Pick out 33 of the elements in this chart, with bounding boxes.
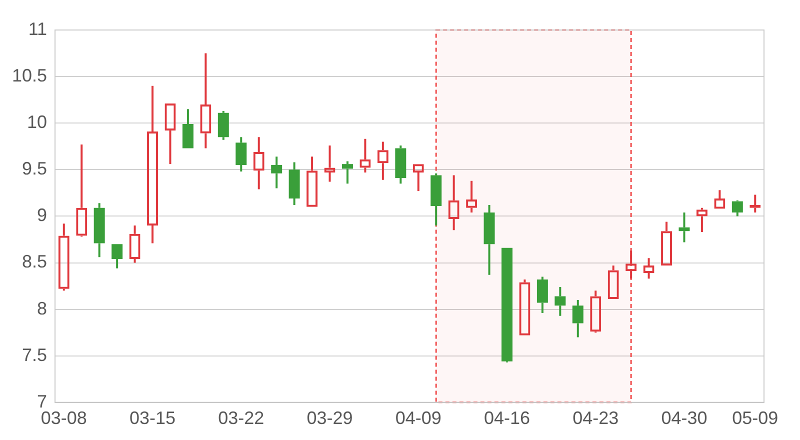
candlestick [218,110,229,141]
candlestick [236,136,247,173]
y-tick-label: 11 [28,18,48,39]
candlestick [288,161,300,206]
y-tick-label: 10.5 [12,66,48,86]
y-tick-label: 8 [37,298,48,318]
x-tick-label: 04-23 [572,408,619,428]
y-tick-label: 9 [37,205,48,226]
y-tick-label: 10 [27,112,48,132]
candlestick [678,211,690,244]
candlestick [572,298,584,338]
candlestick [94,202,105,258]
candlestick [732,199,743,218]
candlestick [554,286,566,317]
x-tick-label: 04-09 [395,408,442,428]
candlestick [182,108,194,148]
y-tick-label: 8.5 [22,252,48,272]
x-tick-label: 05-09 [732,408,778,428]
candlestick [342,160,353,185]
candlestick [112,244,123,270]
x-tick-label: 04-16 [484,408,530,428]
y-tick-label: 9.5 [22,158,48,179]
x-tick-label: 03-22 [218,408,264,428]
candlestick [536,276,548,314]
candlestick [395,144,406,185]
x-tick-label: 03-15 [129,408,176,428]
candlestick [502,248,512,364]
x-tick-label: 03-29 [306,408,353,428]
x-tick-label: 04-30 [661,408,708,428]
candlestick [271,156,282,190]
candlestick [430,172,442,227]
candlestick [484,204,495,276]
y-tick-label: 7.5 [22,344,48,365]
